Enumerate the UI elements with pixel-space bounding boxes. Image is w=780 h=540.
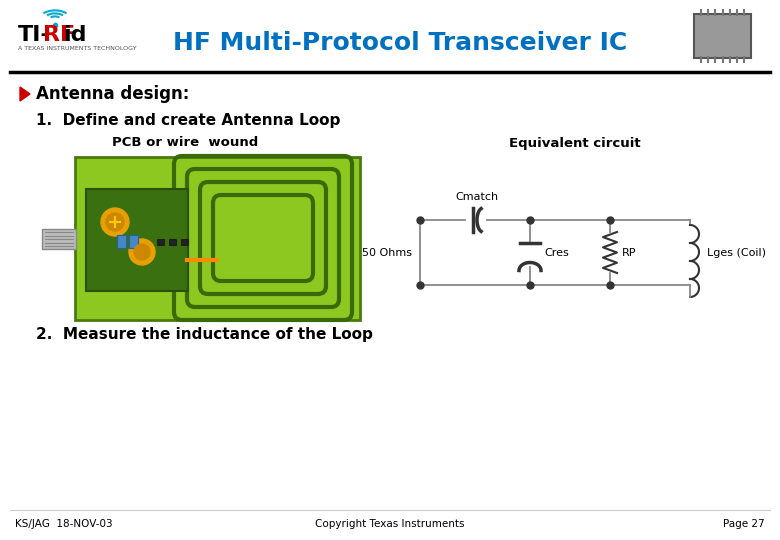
FancyBboxPatch shape xyxy=(694,14,751,58)
Circle shape xyxy=(129,239,155,265)
FancyBboxPatch shape xyxy=(75,157,360,320)
FancyBboxPatch shape xyxy=(129,234,137,247)
Text: RP: RP xyxy=(622,247,636,258)
FancyBboxPatch shape xyxy=(86,189,188,291)
Text: Equivalent circuit: Equivalent circuit xyxy=(509,137,641,150)
Text: PCB or wire  wound: PCB or wire wound xyxy=(112,137,258,150)
Text: HF Multi-Protocol Transceiver IC: HF Multi-Protocol Transceiver IC xyxy=(173,31,627,55)
FancyBboxPatch shape xyxy=(181,239,188,245)
Text: A TEXAS INSTRUMENTS TECHNOLOGY: A TEXAS INSTRUMENTS TECHNOLOGY xyxy=(18,45,136,51)
Text: Cres: Cres xyxy=(544,247,569,258)
Text: Lges (Coil): Lges (Coil) xyxy=(707,247,766,258)
Text: 1.  Define and create Antenna Loop: 1. Define and create Antenna Loop xyxy=(36,112,340,127)
FancyBboxPatch shape xyxy=(168,239,176,245)
Text: Cmatch: Cmatch xyxy=(456,192,498,202)
Text: 50 Ohms: 50 Ohms xyxy=(362,247,412,258)
Polygon shape xyxy=(20,87,30,101)
Text: TI-: TI- xyxy=(18,25,51,45)
Text: Copyright Texas Instruments: Copyright Texas Instruments xyxy=(315,519,465,529)
Circle shape xyxy=(106,213,124,231)
Circle shape xyxy=(134,244,150,260)
Text: KS/JAG  18-NOV-03: KS/JAG 18-NOV-03 xyxy=(15,519,112,529)
Text: RF: RF xyxy=(43,25,75,45)
Text: Page 27: Page 27 xyxy=(723,519,765,529)
Circle shape xyxy=(101,208,129,236)
FancyBboxPatch shape xyxy=(157,239,165,245)
FancyBboxPatch shape xyxy=(42,229,76,249)
Text: Antenna design:: Antenna design: xyxy=(36,85,190,103)
FancyBboxPatch shape xyxy=(116,234,126,247)
Text: id: id xyxy=(63,25,87,45)
Text: 2.  Measure the inductance of the Loop: 2. Measure the inductance of the Loop xyxy=(36,327,373,342)
